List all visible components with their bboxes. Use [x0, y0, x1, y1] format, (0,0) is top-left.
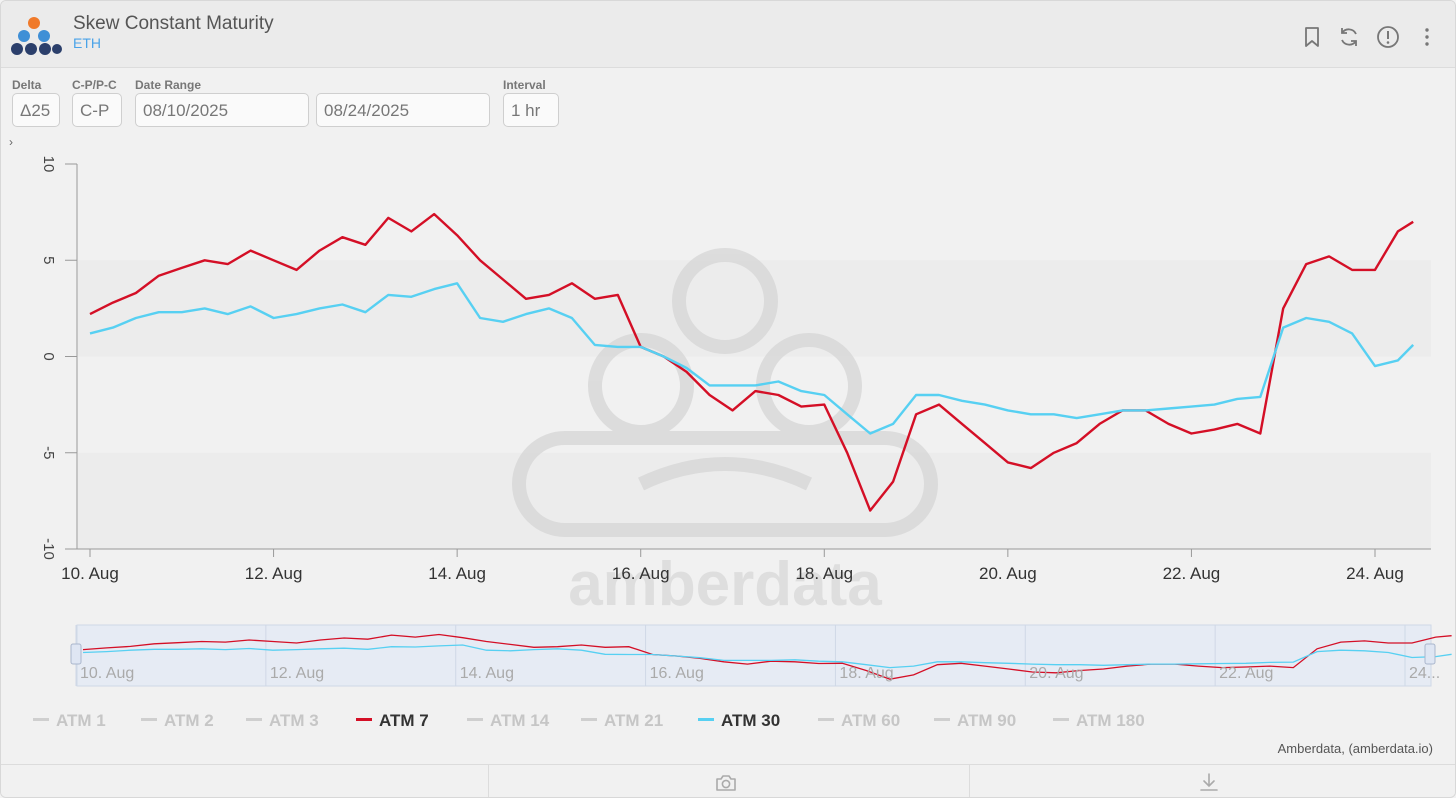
navigator-tick-label: 18. Aug: [839, 665, 893, 682]
navigator-window[interactable]: [76, 624, 1432, 687]
footer-divider: [969, 765, 970, 797]
x-tick-label: 12. Aug: [245, 564, 303, 583]
bookmark-icon[interactable]: [1300, 25, 1324, 49]
skew-chart: amberdata 10 5 0 -5 -10 10. Aug 12. Aug 14. Au…: [40, 156, 1452, 687]
x-tick-label: 10. Aug: [61, 564, 119, 583]
info-icon[interactable]: [1376, 25, 1400, 49]
start-date-input[interactable]: 08/10/2025: [135, 93, 309, 127]
y-tick-label: -5: [40, 446, 57, 459]
navigator-line-atm-7: [82, 633, 1452, 680]
navigator-tick-label: 16. Aug: [650, 665, 704, 682]
legend-swatch: [934, 718, 950, 722]
legend-item-atm-1[interactable]: ATM 1: [33, 711, 106, 731]
legend-swatch: [581, 718, 597, 722]
interval-label: Interval: [503, 78, 546, 92]
legend-label: ATM 7: [379, 711, 429, 730]
series-lines: [89, 212, 1415, 512]
y-tick-label: 0: [40, 352, 57, 360]
navigator[interactable]: 10. Aug 12. Aug 14. Aug 16. Aug 18. Aug 20. A…: [70, 624, 1452, 687]
legend-swatch: [1053, 718, 1069, 722]
more-options-icon[interactable]: [1415, 25, 1439, 49]
legend-item-atm-30[interactable]: ATM 30: [698, 711, 780, 731]
page-title: Skew Constant Maturity: [73, 13, 274, 34]
credit-text[interactable]: Amberdata, (amberdata.io): [1277, 741, 1433, 756]
amberdata-logo-icon: [11, 17, 62, 55]
navigator-tick-label: 20. Aug: [1029, 665, 1083, 682]
legend-swatch: [33, 718, 49, 722]
navigator-tick-label: 22. Aug: [1219, 665, 1273, 682]
navigator-tick-label: 24...: [1409, 665, 1440, 682]
series-line-atm-7[interactable]: [89, 212, 1414, 512]
watermark-logo: [512, 248, 938, 537]
legend-item-atm-21[interactable]: ATM 21: [581, 711, 663, 731]
legend-label: ATM 3: [269, 711, 319, 730]
cp-label: C-P/P-C: [72, 78, 117, 92]
asset-subtitle: ETH: [73, 35, 101, 51]
navigator-line-atm-30: [82, 644, 1452, 669]
refresh-icon[interactable]: [1337, 25, 1361, 49]
chart-controls: Delta Δ25 C-P/P-C C-P Date Range 08/10/2…: [1, 67, 1455, 137]
navigator-ticks: 10. Aug 12. Aug 14. Aug 16. Aug 18. Aug 20. A…: [80, 665, 1440, 682]
legend-label: ATM 180: [1076, 711, 1145, 730]
widget-header: Skew Constant Maturity ETH: [1, 1, 1455, 68]
interval-select[interactable]: 1 hr: [503, 93, 559, 127]
legend-swatch: [698, 718, 714, 722]
legend-label: ATM 30: [721, 711, 781, 730]
legend-item-atm-2[interactable]: ATM 2: [141, 711, 214, 731]
plot-band: [78, 164, 1431, 261]
x-tick-label: 18. Aug: [795, 564, 853, 583]
y-axis-ticks: 10 5 0 -5 -10: [40, 156, 77, 560]
legend-item-atm-3[interactable]: ATM 3: [246, 711, 319, 731]
legend-label: ATM 1: [56, 711, 106, 730]
legend-label: ATM 90: [957, 711, 1017, 730]
end-date-input[interactable]: 08/24/2025: [316, 93, 490, 127]
legend-item-atm-180[interactable]: ATM 180: [1053, 711, 1145, 731]
x-axis-ticks: 10. Aug 12. Aug 14. Aug 16. Aug 18. Aug 20. A…: [61, 549, 1404, 583]
legend-item-atm-60[interactable]: ATM 60: [818, 711, 900, 731]
legend-swatch: [356, 718, 372, 722]
y-tick-label: 10: [40, 156, 57, 173]
x-tick-label: 24. Aug: [1346, 564, 1404, 583]
watermark-text: amberdata: [568, 550, 882, 619]
legend-swatch: [246, 718, 262, 722]
footer-divider: [488, 765, 489, 797]
date-range-label: Date Range: [135, 78, 202, 92]
footer-toolbar: [1, 764, 1455, 797]
x-tick-label: 14. Aug: [428, 564, 486, 583]
legend-label: ATM 2: [164, 711, 214, 730]
download-icon[interactable]: [1197, 771, 1221, 795]
legend-label: ATM 14: [490, 711, 550, 730]
legend-swatch: [818, 718, 834, 722]
cp-select[interactable]: C-P: [72, 93, 122, 127]
legend-item-atm-90[interactable]: ATM 90: [934, 711, 1016, 731]
expand-chevron-icon[interactable]: ›: [9, 135, 13, 149]
plot-bands: [78, 164, 1431, 549]
series-line-atm-30[interactable]: [89, 282, 1415, 435]
navigator-tick-label: 10. Aug: [80, 665, 134, 682]
x-tick-label: 22. Aug: [1163, 564, 1221, 583]
x-tick-label: 16. Aug: [612, 564, 670, 583]
navigator-tick-label: 14. Aug: [460, 665, 514, 682]
legend-label: ATM 21: [604, 711, 664, 730]
x-tick-label: 20. Aug: [979, 564, 1037, 583]
legend-swatch: [467, 718, 483, 722]
delta-select[interactable]: Δ25: [12, 93, 60, 127]
navigator-left-handle[interactable]: [70, 643, 82, 665]
legend: ATM 1 ATM 2 ATM 3 ATM 7 ATM 14 ATM 21 ATM 30 AT…: [1, 707, 1455, 735]
camera-icon[interactable]: [714, 771, 738, 795]
legend-swatch: [141, 718, 157, 722]
y-tick-label: 5: [40, 256, 57, 264]
navigator-right-handle[interactable]: [1424, 643, 1436, 665]
legend-item-atm-7[interactable]: ATM 7: [356, 711, 429, 731]
navigator-tick-label: 12. Aug: [270, 665, 324, 682]
legend-label: ATM 60: [841, 711, 901, 730]
delta-label: Delta: [12, 78, 42, 92]
navigator-series: [82, 633, 1452, 680]
legend-item-atm-14[interactable]: ATM 14: [467, 711, 549, 731]
y-tick-label: -10: [40, 538, 57, 560]
